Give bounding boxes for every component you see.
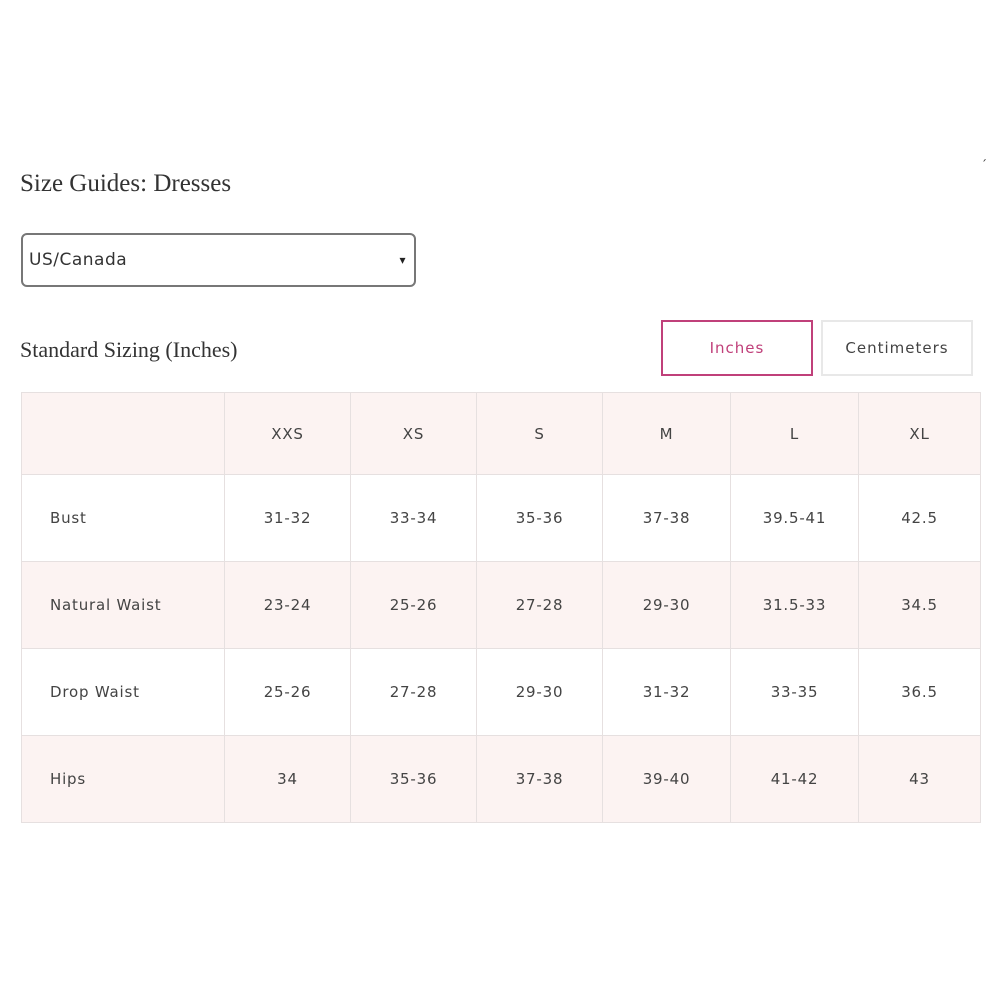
measurement-label: Hips [21, 735, 225, 823]
measurement-value: 29-30 [602, 561, 731, 649]
header-corner [21, 392, 225, 475]
measurement-value: 25-26 [350, 561, 477, 649]
section-title: Standard Sizing (Inches) [20, 337, 238, 362]
measurement-value: 35-36 [476, 474, 603, 562]
measurement-label: Natural Waist [21, 561, 225, 649]
measurement-value: 34.5 [858, 561, 981, 649]
size-header: S [476, 392, 603, 475]
measurement-value: 37-38 [476, 735, 603, 823]
measurement-value: 25-26 [224, 648, 351, 736]
inches-button[interactable]: Inches [661, 320, 813, 376]
measurement-value: 34 [224, 735, 351, 823]
size-table: XXS XS S M L XL Bust 31-32 33-34 35-36 37-38 39.5-4… [21, 392, 981, 823]
measurement-value: 37-38 [602, 474, 731, 562]
measurement-value: 23-24 [224, 561, 351, 649]
measurement-value: 39-40 [602, 735, 731, 823]
chevron-down-icon: ▾ [399, 253, 406, 267]
measurement-value: 42.5 [858, 474, 981, 562]
centimeters-button[interactable]: Centimeters [821, 320, 973, 376]
measurement-value: 27-28 [350, 648, 477, 736]
table-row: Natural Waist 23-24 25-26 27-28 29-30 31.5-33… [21, 561, 981, 649]
size-header: M [602, 392, 731, 475]
measurement-label: Bust [21, 474, 225, 562]
measurement-value: 36.5 [858, 648, 981, 736]
measurement-value: 31-32 [602, 648, 731, 736]
measurement-value: 29-30 [476, 648, 603, 736]
measurement-value: 31-32 [224, 474, 351, 562]
table-header-row: XXS XS S M L XL [21, 392, 981, 475]
measurement-value: 41-42 [730, 735, 859, 823]
table-row: Drop Waist 25-26 27-28 29-30 31-32 33-35 36.5 [21, 648, 981, 736]
measurement-value: 35-36 [350, 735, 477, 823]
size-header: XS [350, 392, 477, 475]
size-header: XL [858, 392, 981, 475]
corner-mark: ´ [981, 158, 987, 172]
measurement-label: Drop Waist [21, 648, 225, 736]
table-row: Hips 34 35-36 37-38 39-40 41-42 43 [21, 735, 981, 823]
measurement-value: 33-34 [350, 474, 477, 562]
page-title: Size Guides: Dresses [20, 170, 232, 197]
measurement-value: 39.5-41 [730, 474, 859, 562]
table-row: Bust 31-32 33-34 35-36 37-38 39.5-41 42.5 [21, 474, 981, 562]
region-select[interactable]: US/Canada ▾ [21, 233, 416, 287]
measurement-value: 27-28 [476, 561, 603, 649]
region-select-value: US/Canada [29, 250, 128, 270]
measurement-value: 43 [858, 735, 981, 823]
size-header: L [730, 392, 859, 475]
size-header: XXS [224, 392, 351, 475]
measurement-value: 33-35 [730, 648, 859, 736]
measurement-value: 31.5-33 [730, 561, 859, 649]
